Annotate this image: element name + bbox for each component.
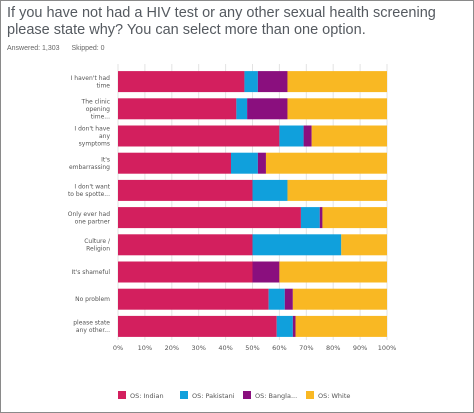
- bar-segment[interactable]: [295, 315, 387, 337]
- x-tick-labels: 0% 10% 20% 30% 40% 50% 60% 70% 80% 90% 100%: [113, 344, 396, 352]
- bar-segment[interactable]: [287, 98, 387, 120]
- bar-segment[interactable]: [236, 98, 248, 120]
- bar-segment[interactable]: [319, 207, 323, 229]
- bar-segment[interactable]: [118, 179, 253, 201]
- bar-segment[interactable]: [322, 207, 387, 229]
- bar-segment[interactable]: [279, 261, 387, 283]
- legend-swatch: [118, 391, 126, 399]
- category-label: Only ever had one partner: [68, 211, 111, 226]
- bar-segment[interactable]: [341, 234, 387, 256]
- bar-segment[interactable]: [300, 207, 320, 229]
- bar-segment[interactable]: [230, 152, 258, 174]
- bar-segment[interactable]: [257, 152, 266, 174]
- x-tick-label: 30%: [191, 344, 205, 352]
- category-label: No problem: [75, 296, 110, 303]
- bar-segment[interactable]: [287, 71, 387, 93]
- bar-segment[interactable]: [292, 315, 296, 337]
- bar-segment[interactable]: [252, 179, 288, 201]
- bar-segment[interactable]: [118, 261, 253, 283]
- x-tick-label: 20%: [165, 344, 179, 352]
- question-title: If you have not had a HIV test or any ot…: [7, 5, 436, 38]
- x-tick-label: 80%: [326, 344, 340, 352]
- x-tick-label: 70%: [299, 344, 313, 352]
- category-label: please state any other...: [73, 320, 110, 335]
- bar-segment[interactable]: [252, 261, 280, 283]
- bar-segment[interactable]: [303, 125, 312, 147]
- bar-segment[interactable]: [287, 179, 387, 201]
- x-tick-label: 60%: [272, 344, 286, 352]
- legend-swatch: [306, 391, 314, 399]
- bar-segment[interactable]: [257, 71, 288, 93]
- legend-swatch: [180, 391, 188, 399]
- bar-segment[interactable]: [118, 234, 253, 256]
- legend-label: OS: Pakistani: [192, 392, 235, 400]
- bars: [118, 71, 387, 337]
- bar-segment[interactable]: [118, 152, 231, 174]
- legend-label: OS: Bangla...: [255, 392, 297, 400]
- bar-segment[interactable]: [118, 207, 301, 229]
- response-counts: Answered: 1,303 Skipped: 0: [7, 45, 115, 52]
- bar-segment[interactable]: [247, 98, 288, 120]
- category-label: Culture / Religion: [84, 238, 111, 253]
- legend: OS: Indian OS: Pakistani OS: Bangla... OS: …: [118, 391, 350, 400]
- category-label: It's shameful: [71, 269, 110, 276]
- legend-swatch: [243, 391, 251, 399]
- bar-segment[interactable]: [276, 315, 293, 337]
- bar-segment[interactable]: [279, 125, 304, 147]
- category-label: I don't have any symptoms: [74, 126, 110, 148]
- bar-segment[interactable]: [284, 288, 293, 310]
- bar-segment[interactable]: [118, 125, 280, 147]
- x-tick-label: 40%: [218, 344, 232, 352]
- category-label: The clinic opening time...: [81, 98, 111, 120]
- bar-segment[interactable]: [252, 234, 342, 256]
- x-tick-label: 10%: [138, 344, 152, 352]
- x-tick-label: 100%: [378, 344, 397, 352]
- category-label: I don't want to be spotte...: [68, 184, 111, 199]
- legend-label: OS: Indian: [130, 392, 164, 400]
- x-tick-label: 0%: [113, 344, 123, 352]
- category-label: It's embarrassing: [69, 156, 110, 171]
- category-label: I haven't had time: [71, 75, 111, 90]
- bar-segment[interactable]: [292, 288, 387, 310]
- bar-segment[interactable]: [118, 288, 269, 310]
- bar-segment[interactable]: [244, 71, 258, 93]
- bar-segment[interactable]: [268, 288, 285, 310]
- x-tick-label: 90%: [353, 344, 367, 352]
- category-labels: I haven't had time The clinic opening time..…: [68, 75, 111, 334]
- skipped-count: Skipped: 0: [71, 45, 105, 52]
- bar-segment[interactable]: [118, 315, 277, 337]
- answered-count: Answered: 1,303: [7, 45, 60, 52]
- bar-segment[interactable]: [311, 125, 387, 147]
- bar-segment[interactable]: [118, 98, 237, 120]
- bar-segment[interactable]: [265, 152, 387, 174]
- bar-segment[interactable]: [118, 71, 245, 93]
- legend-label: OS: White: [318, 392, 350, 400]
- x-tick-label: 50%: [245, 344, 259, 352]
